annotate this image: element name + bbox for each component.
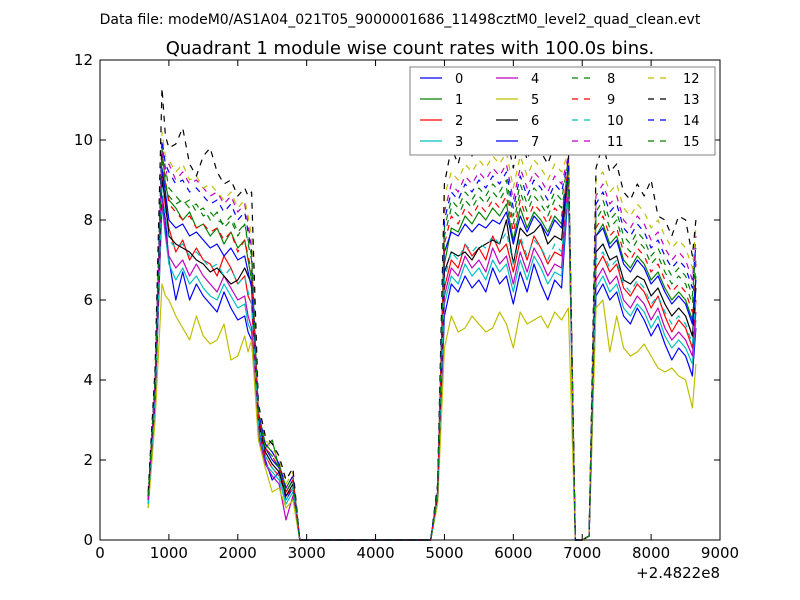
legend-label-2: 2 [455,114,463,129]
legend-label-15: 15 [683,135,700,150]
series-line-11 [147,151,697,541]
legend-label-11: 11 [607,135,624,150]
series-line-14 [147,139,697,541]
x-tick-label: 7000 [563,544,601,562]
y-tick-label: 8 [83,211,93,229]
x-tick-label: 4000 [356,544,394,562]
legend-label-10: 10 [607,114,624,129]
y-tick-label: 6 [83,291,93,309]
x-tick-label: 3000 [288,544,326,562]
legend-label-7: 7 [531,135,539,150]
y-tick-label: 2 [83,451,93,469]
x-tick-label: 5000 [425,544,463,562]
x-tick-label: 8000 [632,544,670,562]
x-tick-label: 1000 [150,544,188,562]
y-tick-label: 10 [74,131,93,149]
series-line-0 [147,187,697,541]
legend-label-9: 9 [607,93,615,108]
x-tick-label: 9000 [701,544,739,562]
legend-label-12: 12 [683,72,700,87]
legend-label-14: 14 [683,114,700,129]
legend-label-6: 6 [531,114,539,129]
legend-label-3: 3 [455,135,463,150]
legend-label-13: 13 [683,93,700,108]
axis-ticks: 0 1000 2000 3000 4000 5000 6000 7000 8000 9000 0 2 4… [74,51,739,562]
legend-label-8: 8 [607,72,615,87]
legend-label-0: 0 [455,72,463,87]
series-line-5 [147,283,697,541]
plot-area [147,87,697,541]
series-line-3 [147,183,697,541]
chart-title: Quadrant 1 module wise count rates with … [166,38,655,59]
series-line-13 [147,87,697,541]
y-tick-label: 12 [74,51,93,69]
legend-label-1: 1 [455,93,463,108]
series-line-6 [147,167,697,541]
series-line-4 [147,179,697,541]
legend-label-4: 4 [531,72,539,87]
x-offset-label: +2.4822e8 [636,564,720,582]
series-line-1 [147,147,697,541]
series-line-9 [147,155,697,541]
x-tick-label: 6000 [494,544,532,562]
series-line-2 [147,171,697,541]
legend-box [409,66,716,156]
y-tick-label: 4 [83,371,93,389]
series-line-8 [147,143,697,541]
data-file-suptitle: Data file: modeM0/AS1A04_021T05_90000016… [100,12,701,28]
x-tick-label: 0 [95,544,105,562]
y-tick-label: 0 [83,531,93,549]
series-line-7 [147,163,697,541]
legend-label-5: 5 [531,93,539,108]
x-tick-label: 2000 [219,544,257,562]
